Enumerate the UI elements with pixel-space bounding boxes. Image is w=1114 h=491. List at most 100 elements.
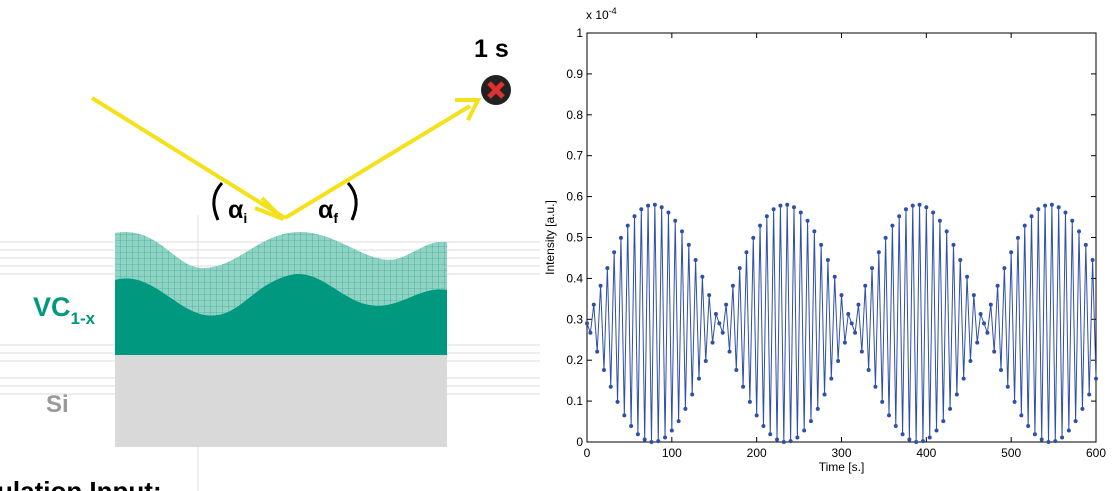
data-point (836, 359, 841, 364)
data-point (656, 439, 661, 444)
data-point (1015, 235, 1020, 240)
data-point (992, 349, 997, 354)
data-point (927, 435, 932, 440)
data-point (998, 368, 1003, 373)
data-point (1053, 439, 1058, 444)
data-point (696, 376, 701, 381)
data-point (754, 413, 759, 418)
data-point (788, 439, 793, 444)
y-tick-label: 1 (576, 26, 583, 40)
x-tick-label: 100 (662, 446, 682, 460)
data-point (856, 302, 861, 307)
data-point (700, 274, 705, 279)
x-tick-label: 500 (1001, 446, 1021, 460)
data-point (768, 432, 773, 437)
data-point (795, 435, 800, 440)
data-point (598, 283, 603, 288)
x-tick-label: 200 (747, 446, 767, 460)
data-point (591, 302, 596, 307)
data-point (846, 311, 851, 316)
detector-cross (487, 81, 505, 99)
y-multiplier-base: x 10 (586, 8, 609, 22)
data-point (1083, 242, 1088, 247)
data-point (812, 229, 817, 234)
data-point (985, 330, 990, 335)
data-point (829, 376, 834, 381)
data-point (808, 419, 813, 424)
data-point (693, 257, 698, 262)
data-point (876, 250, 881, 255)
x-axis-label: Time [s.] (819, 460, 865, 474)
data-point (1073, 419, 1078, 424)
data-point (951, 242, 956, 247)
data-point (632, 214, 637, 219)
data-point (771, 207, 776, 212)
y-tick-label: 0.9 (566, 67, 583, 81)
data-point (880, 399, 885, 404)
time-label: 1 s (474, 35, 509, 63)
data-point (1022, 223, 1027, 228)
data-point (853, 330, 858, 335)
data-point (920, 439, 925, 444)
data-point (717, 321, 722, 326)
data-point (778, 203, 783, 208)
data-point (724, 302, 729, 307)
data-point (707, 293, 712, 298)
data-point (673, 218, 678, 223)
data-point (666, 210, 671, 215)
data-point (676, 419, 681, 424)
data-point (982, 321, 987, 326)
data-point (588, 330, 593, 335)
data-point (975, 340, 980, 345)
data-point (659, 205, 664, 210)
data-point (618, 235, 623, 240)
data-point (988, 302, 993, 307)
data-point (646, 203, 651, 208)
data-point (713, 311, 718, 316)
data-point (961, 376, 966, 381)
caption: ulation Input: (0, 476, 162, 491)
data-point (900, 432, 905, 437)
y-tick-label: 0.2 (566, 353, 583, 367)
x-tick-label: 300 (831, 446, 851, 460)
angle-arc (212, 181, 224, 221)
data-point (1070, 218, 1075, 223)
y-axis-label: Intensity [a.u.] (543, 200, 557, 275)
data-point (595, 349, 600, 354)
data-point (1032, 432, 1037, 437)
data-point (832, 274, 837, 279)
data-point (710, 340, 715, 345)
data-point (863, 283, 868, 288)
data-point (1009, 250, 1014, 255)
data-point (822, 392, 827, 397)
alpha-i: αi (228, 196, 247, 226)
data-point (944, 229, 949, 234)
y-multiplier: x 10-4 (586, 6, 617, 22)
data-point (629, 424, 634, 429)
data-point (785, 202, 790, 207)
angle-arc (346, 181, 358, 221)
data-point (1005, 384, 1010, 389)
data-point (734, 368, 739, 373)
data-point (1029, 214, 1034, 219)
data-point (1036, 207, 1041, 212)
data-point (683, 406, 688, 411)
data-line (586, 204, 1097, 443)
data-point (663, 435, 668, 440)
data-point (686, 242, 691, 247)
data-point (1063, 210, 1068, 215)
data-point (781, 440, 786, 444)
data-point (887, 413, 892, 418)
data-point (639, 207, 644, 212)
data-point (1056, 205, 1061, 210)
data-point (730, 283, 735, 288)
data-point (1077, 229, 1082, 234)
data-point (934, 428, 939, 433)
chart: 0 0.1 0.2 0.3 0.4 0.5 0.6 0.7 0.8 0.9 1 0 100 200 300 4… (543, 6, 1106, 474)
data-point (815, 406, 820, 411)
data-point (761, 424, 766, 429)
data-point (897, 214, 902, 219)
data-point (1066, 428, 1071, 433)
data-point (775, 437, 780, 442)
